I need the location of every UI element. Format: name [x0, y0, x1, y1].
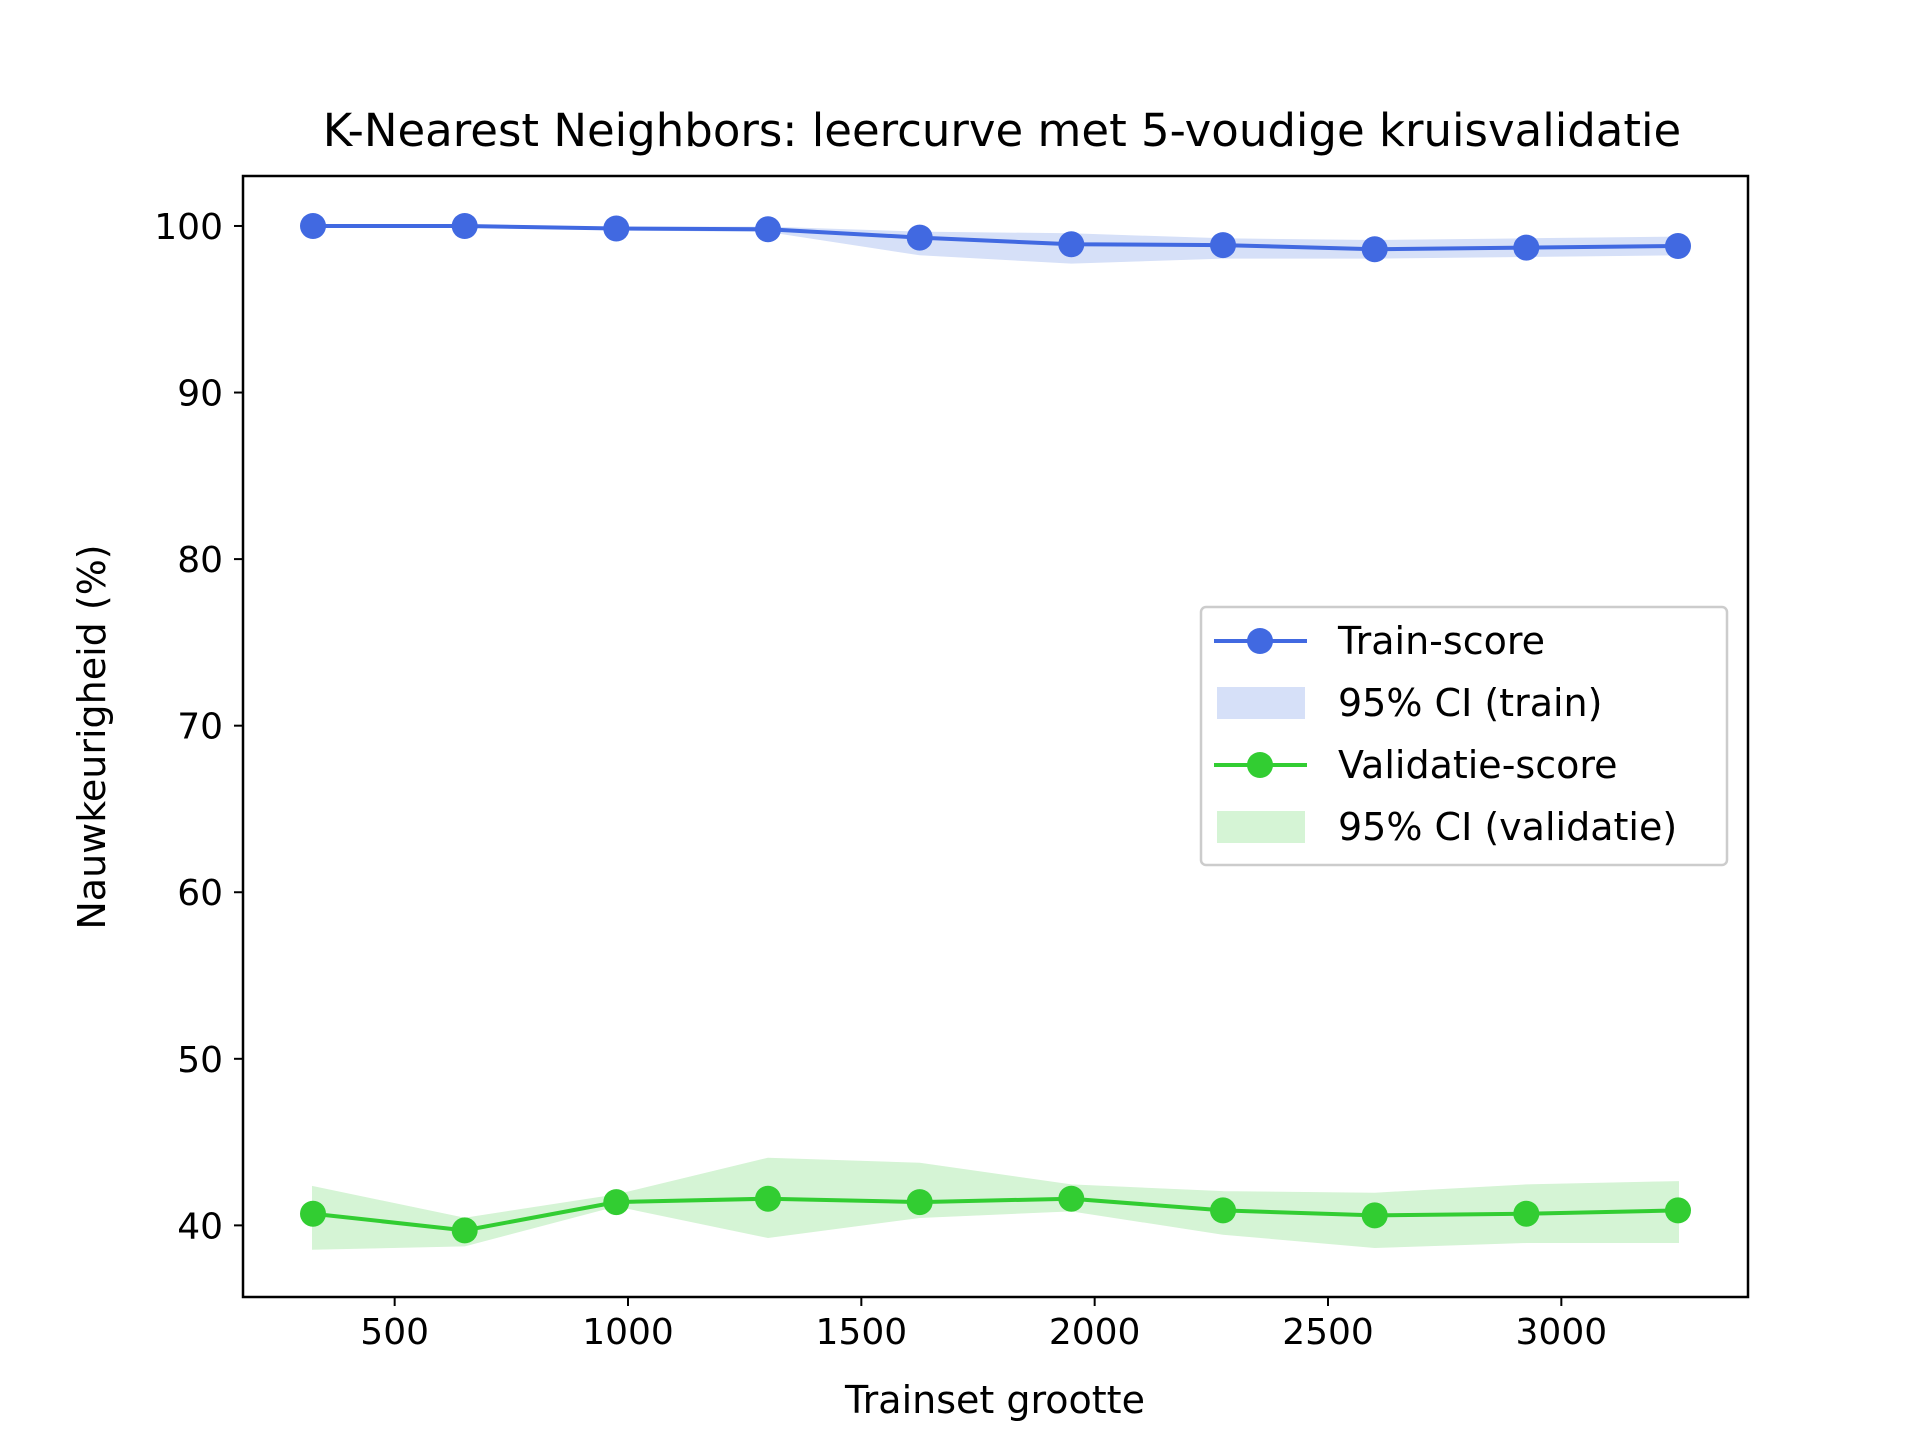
legend-box	[1199, 605, 1729, 867]
y-tick-label: 70	[177, 707, 223, 748]
validation-point	[1665, 1197, 1691, 1224]
y-axis: 40 50 60 70 80 90 100	[154, 207, 243, 1247]
train-point	[1513, 234, 1540, 261]
validation-point	[906, 1189, 933, 1216]
train-point	[451, 213, 478, 239]
x-axis: 500 1000 1500 2000 2500 3000	[360, 1297, 1607, 1353]
train-point	[1361, 236, 1388, 263]
x-tick-label: 1000	[582, 1312, 674, 1353]
train-point	[1210, 232, 1236, 259]
train-ci-band	[313, 225, 1679, 264]
train-point	[755, 216, 781, 243]
train-point	[1665, 233, 1691, 259]
plot-area	[300, 213, 1691, 1250]
validation-line	[312, 1196, 1679, 1233]
chart-title: K-Nearest Neighbors: leercurve met 5-vou…	[323, 104, 1681, 157]
y-tick-label: 60	[177, 873, 223, 914]
validation-point	[451, 1217, 478, 1244]
validation-point	[1513, 1200, 1540, 1227]
x-tick-label: 3000	[1516, 1312, 1608, 1353]
legend-train-ci-label: 95% CI (train)	[1338, 681, 1602, 725]
train-point	[300, 213, 326, 239]
y-axis-label: Nauwkeurigheid (%)	[70, 544, 114, 929]
legend-train-marker	[1247, 628, 1273, 654]
train-point	[1058, 231, 1085, 258]
y-tick-label: 80	[177, 540, 223, 581]
x-axis-label: Trainset grootte	[844, 1378, 1145, 1422]
validation-point	[603, 1189, 630, 1216]
validation-point	[1058, 1185, 1085, 1212]
x-tick-label: 500	[360, 1312, 429, 1353]
x-tick-label: 2500	[1282, 1312, 1374, 1353]
train-point	[906, 224, 933, 251]
legend-train-label: Train-score	[1337, 619, 1545, 663]
legend-validation-ci-swatch	[1217, 811, 1305, 843]
legend-validation-marker	[1247, 752, 1273, 778]
validation-point	[1210, 1197, 1236, 1224]
validation-point	[300, 1200, 326, 1227]
legend-validation-ci-label: 95% CI (validatie)	[1338, 805, 1677, 849]
legend-validation-label: Validatie-score	[1338, 743, 1618, 787]
y-tick-label: 100	[154, 207, 223, 248]
x-tick-label: 2000	[1049, 1312, 1141, 1353]
validation-point	[755, 1185, 781, 1212]
y-tick-label: 90	[177, 374, 223, 415]
train-point	[603, 215, 630, 242]
train-line	[313, 224, 1679, 252]
y-tick-label: 40	[177, 1206, 223, 1247]
plot-frame	[241, 174, 1750, 1299]
legend: Train-score 95% CI (train) Validatie-sco…	[1199, 605, 1729, 867]
validation-point	[1361, 1202, 1388, 1229]
y-tick-label: 50	[177, 1040, 223, 1081]
legend-train-ci-swatch	[1217, 687, 1305, 719]
validation-ci-band	[312, 1157, 1679, 1250]
x-tick-label: 1500	[816, 1312, 908, 1353]
